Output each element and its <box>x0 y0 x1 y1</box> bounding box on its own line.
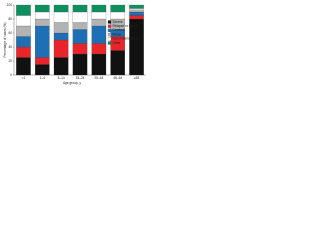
bar-segment <box>35 11 50 20</box>
legend-swatch <box>107 24 112 28</box>
bar-segment <box>35 25 50 58</box>
bar-segment <box>129 9 144 13</box>
bar-segment <box>129 8 144 10</box>
bar-segment <box>53 11 69 23</box>
y-tick-label: 60 <box>8 31 12 35</box>
bar-segment <box>91 4 107 13</box>
y-tick-label: 80 <box>8 17 12 21</box>
x-tick-label: 15–24 <box>76 76 85 80</box>
bar-segment <box>72 11 88 23</box>
bar-segment <box>35 57 50 65</box>
y-tick-label: 100 <box>7 3 13 7</box>
x-axis-label: Age group, y <box>63 81 81 85</box>
bar-segment <box>53 39 69 58</box>
bar-segment <box>91 18 107 27</box>
bar-segment <box>72 22 88 30</box>
bar-segment <box>16 36 31 48</box>
bar-segment <box>91 53 107 76</box>
bar-segment <box>91 11 107 20</box>
bar-segment <box>110 11 125 20</box>
bar-segment <box>35 4 50 13</box>
bar-segment <box>72 43 88 55</box>
bar-segment <box>72 29 88 44</box>
bar-segment <box>72 53 88 76</box>
legend-swatch <box>107 20 112 24</box>
legend-label: Relapse or failure <box>113 24 138 28</box>
bar-segment <box>110 4 125 13</box>
y-tick-label: 40 <box>8 45 12 49</box>
bar-segment <box>16 46 31 58</box>
legend-label: Severe <box>113 20 123 24</box>
x-tick-label: 5–14 <box>58 76 65 80</box>
bar-segment <box>53 22 69 34</box>
legend-swatch <box>107 28 112 32</box>
bar-segment <box>129 4 144 9</box>
legend-label: Other <box>113 41 122 45</box>
bar-segment <box>16 25 31 37</box>
bar-segment <box>53 57 69 76</box>
x-tick-label: 1–4 <box>40 76 46 80</box>
y-tick-label: 20 <box>8 59 12 63</box>
x-tick-label: <1 <box>22 76 26 80</box>
x-tick-label: 25–44 <box>94 76 103 80</box>
bar-segment <box>53 4 69 13</box>
chart: Percentage of cases (%) Age group, y 0 20… <box>3 3 146 85</box>
x-tick-label: 45–64 <box>113 76 122 80</box>
bar-segment <box>129 15 144 20</box>
legend-label: Renal <box>113 32 122 36</box>
y-tick-label: 0 <box>10 73 12 77</box>
legend-label: Non-malaria febrile <box>113 37 140 41</box>
bar-segment <box>53 32 69 41</box>
bar-segment <box>16 57 31 76</box>
legend-label: Cerebral <box>113 28 126 32</box>
bar-segment <box>35 64 50 76</box>
bar-segment <box>129 11 144 16</box>
y-axis-label: Percentage of cases (%) <box>3 23 7 58</box>
bar-segment <box>91 25 107 44</box>
legend-swatch <box>107 37 112 41</box>
bar-segment <box>35 18 50 27</box>
bar-segment <box>110 50 125 76</box>
bar-segment <box>16 4 31 16</box>
legend-swatch <box>107 32 112 37</box>
legend-swatch <box>107 41 112 45</box>
bar-segment <box>72 4 88 13</box>
x-tick-label: ≥65 <box>134 76 140 80</box>
bar-segment <box>91 43 107 55</box>
bar-segment <box>16 15 31 27</box>
